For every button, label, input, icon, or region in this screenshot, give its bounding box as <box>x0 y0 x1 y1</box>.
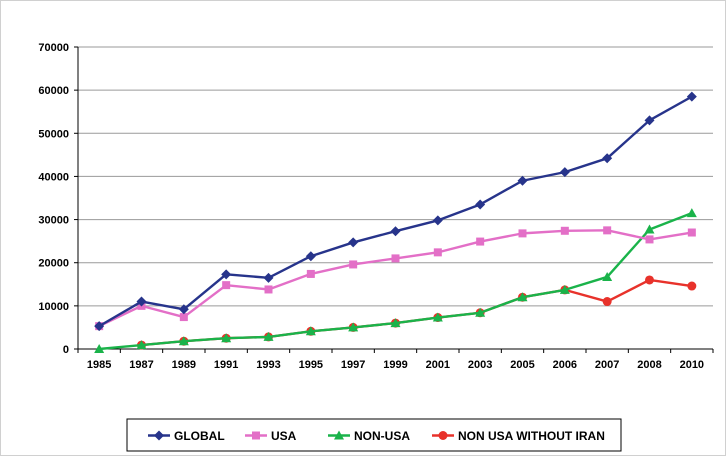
x-tick-label: 1997 <box>341 359 365 371</box>
data-point-global <box>263 272 274 283</box>
x-tick-label: 1985 <box>87 359 111 371</box>
data-point-usa <box>476 237 485 246</box>
x-tick-label: 2010 <box>680 359 704 371</box>
x-tick-label: 1995 <box>299 359 323 371</box>
y-tick-label: 70000 <box>38 42 69 54</box>
x-tick-label: 1999 <box>383 359 407 371</box>
x-tick-label: 2007 <box>595 359 619 371</box>
data-point-non-usa <box>348 322 359 332</box>
data-point-global <box>221 269 232 280</box>
y-tick-label: 20000 <box>38 258 69 270</box>
data-point-usa <box>179 313 188 322</box>
data-point-global <box>559 167 570 178</box>
data-point-global <box>517 175 528 186</box>
legend-marker-global <box>154 430 164 441</box>
legend-label-global: GLOBAL <box>174 429 225 443</box>
grid-lines <box>78 46 713 307</box>
data-point-usa <box>433 248 442 257</box>
y-tick-label: 10000 <box>38 301 69 313</box>
x-tick-label: 2008 <box>637 359 661 371</box>
data-point-usa <box>560 226 569 235</box>
data-point-global <box>602 153 613 164</box>
y-tick-label: 60000 <box>38 85 69 97</box>
data-point-non-usa <box>305 326 316 336</box>
data-point-non-usa-without-iran <box>602 297 612 307</box>
legend-label-non-usa-without-iran: NON USA WITHOUT IRAN <box>458 429 605 443</box>
data-point-non-usa <box>559 284 570 294</box>
legend-marker-non-usa <box>334 430 344 440</box>
data-point-non-usa <box>221 333 232 343</box>
legend: GLOBAL USA NON-USA NON USA WITHOUT IRAN <box>126 418 622 452</box>
data-point-non-usa <box>602 271 613 281</box>
y-tick-label: 50000 <box>38 128 69 140</box>
data-point-usa <box>518 229 527 238</box>
data-point-global <box>475 199 486 210</box>
data-point-global <box>305 251 316 262</box>
data-point-non-usa <box>686 208 697 218</box>
x-tick-label: 1993 <box>256 359 280 371</box>
data-point-global <box>136 296 147 307</box>
x-tick-label: 1987 <box>129 359 153 371</box>
data-point-non-usa <box>136 340 147 350</box>
x-tick-label: 2006 <box>553 359 577 371</box>
legend-box <box>126 418 622 452</box>
data-point-usa <box>391 254 400 263</box>
data-point-global <box>94 321 105 332</box>
data-point-non-usa <box>517 292 528 302</box>
data-point-non-usa <box>432 312 443 322</box>
data-point-non-usa <box>644 224 655 234</box>
series-non-usa <box>94 208 697 353</box>
data-point-usa <box>687 228 696 237</box>
legend-label-usa: USA <box>271 429 297 443</box>
data-point-global <box>686 91 697 102</box>
x-tick-label: 1989 <box>172 359 196 371</box>
legend-label-non-usa: NON-USA <box>354 429 410 443</box>
data-point-global <box>178 304 189 315</box>
data-point-global <box>644 115 655 126</box>
x-tick-label: 1991 <box>214 359 238 371</box>
x-tick-label: 2001 <box>426 359 450 371</box>
y-tick-label: 0 <box>63 344 69 356</box>
data-point-non-usa <box>94 344 105 353</box>
y-tick-label: 30000 <box>38 215 69 227</box>
data-point-global <box>432 215 443 226</box>
data-point-non-usa <box>178 336 189 346</box>
data-point-usa <box>603 226 612 235</box>
data-point-non-usa <box>475 307 486 317</box>
data-point-usa <box>306 269 315 278</box>
data-point-global <box>390 226 401 237</box>
data-point-usa <box>349 260 358 269</box>
x-tick-label: 2005 <box>510 359 534 371</box>
data-point-usa <box>222 281 231 290</box>
x-tick-label: 2003 <box>468 359 492 371</box>
legend-marker-usa <box>252 431 260 440</box>
data-point-usa <box>645 235 654 244</box>
data-point-non-usa-without-iran <box>687 281 697 291</box>
data-point-non-usa <box>263 331 274 341</box>
series-global <box>94 91 697 332</box>
legend-marker-non-usa-without-iran <box>438 431 448 440</box>
data-point-non-usa <box>390 318 401 328</box>
data-point-global <box>348 237 359 248</box>
data-point-non-usa-without-iran <box>645 275 654 285</box>
y-tick-label: 40000 <box>38 171 69 183</box>
data-point-usa <box>264 285 273 294</box>
